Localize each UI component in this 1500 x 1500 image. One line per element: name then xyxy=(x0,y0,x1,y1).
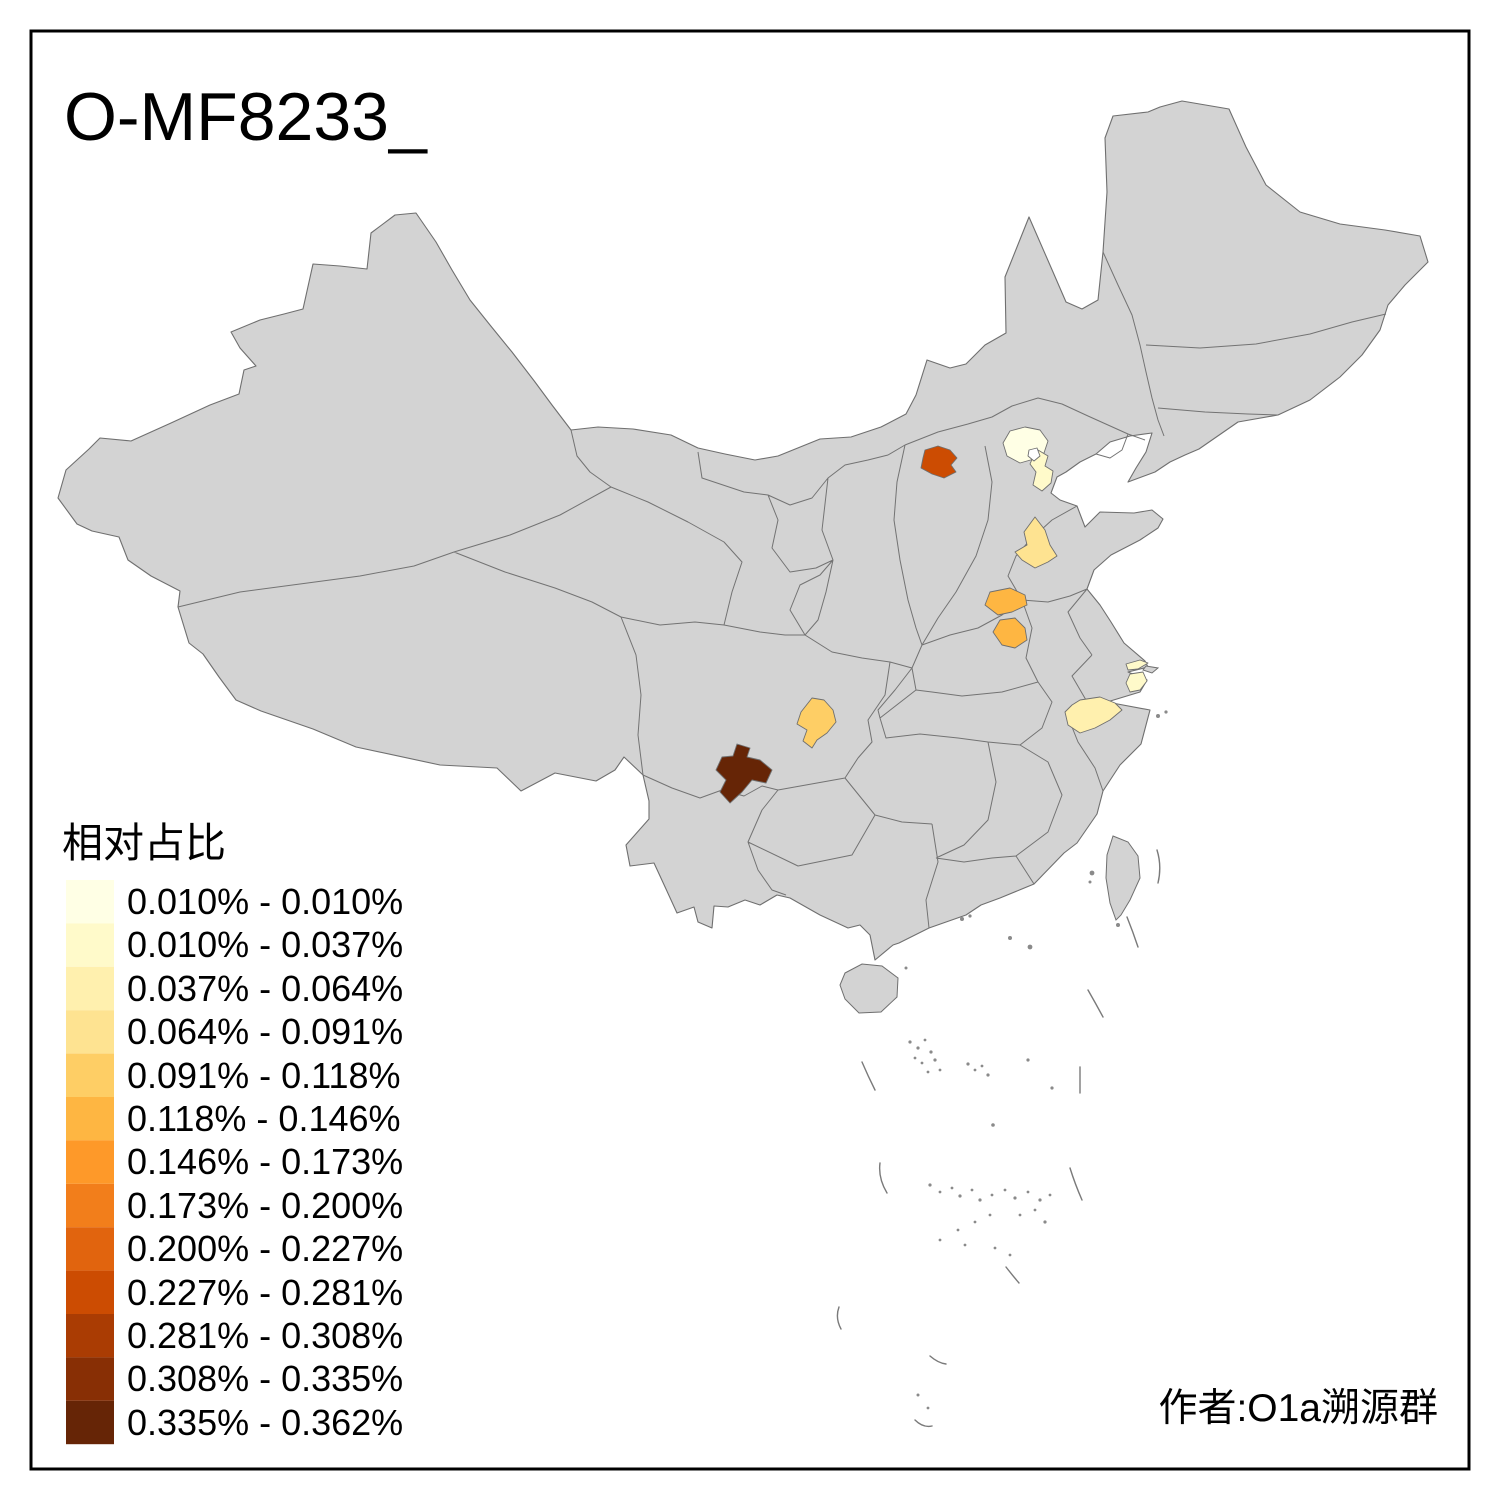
south-china-sea-islands xyxy=(904,710,1168,1410)
legend-swatch xyxy=(66,1400,114,1445)
attribution: 作者:O1a溯源群 xyxy=(1158,1387,1438,1430)
legend-label: 0.281% - 0.308% xyxy=(127,1315,403,1356)
legend-label: 0.010% - 0.037% xyxy=(127,924,403,965)
legend-swatch xyxy=(66,1357,114,1401)
legend-title: 相对占比 xyxy=(62,820,226,866)
map-region-highlight xyxy=(920,445,958,479)
legend-label: 0.200% - 0.227% xyxy=(127,1228,403,1269)
legend-swatch xyxy=(66,1183,114,1228)
legend-swatch xyxy=(66,1053,114,1097)
map-region-highlight xyxy=(796,697,837,749)
legend-label: 0.308% - 0.335% xyxy=(127,1358,403,1399)
highlighted-regions xyxy=(715,426,1149,804)
legend-label: 0.010% - 0.010% xyxy=(127,881,403,922)
legend-label: 0.173% - 0.200% xyxy=(127,1185,403,1226)
hainan-island xyxy=(839,963,899,1014)
legend-label: 0.335% - 0.362% xyxy=(127,1402,403,1443)
map-region-highlight xyxy=(1029,449,1054,492)
legend-swatch xyxy=(66,1314,114,1358)
legend-swatch xyxy=(66,1227,114,1271)
legend-label: 0.146% - 0.173% xyxy=(127,1141,403,1182)
legend-swatch xyxy=(66,1010,114,1054)
chongming-island xyxy=(1142,665,1160,674)
legend-swatch xyxy=(66,923,114,967)
legend-label: 0.227% - 0.281% xyxy=(127,1272,403,1313)
province-borders xyxy=(177,251,1387,929)
legend-swatch xyxy=(66,966,114,1011)
taiwan-island xyxy=(1105,835,1141,921)
legend-swatch xyxy=(66,1270,114,1314)
legend-label: 0.091% - 0.118% xyxy=(127,1055,401,1096)
nine-dash-line-segment xyxy=(836,849,1161,1428)
map-region-highlight xyxy=(715,743,773,804)
mainland-outline xyxy=(57,100,1429,961)
page-title: O-MF8233_ xyxy=(64,79,428,155)
legend-swatch xyxy=(66,1097,114,1141)
legend-label: 0.118% - 0.146% xyxy=(127,1098,401,1139)
map-region-highlight xyxy=(992,617,1028,649)
map-region-highlight xyxy=(1125,671,1148,693)
map-region-highlight xyxy=(1125,659,1149,671)
map-region-highlight xyxy=(1014,516,1058,569)
legend-swatch xyxy=(66,1140,114,1184)
map-region-enclave xyxy=(1027,447,1041,462)
map-region-highlight xyxy=(984,587,1028,616)
map-region-highlight xyxy=(1064,696,1123,734)
legend-label: 0.064% - 0.091% xyxy=(127,1011,403,1052)
legend-swatch xyxy=(66,880,114,924)
legend-label: 0.037% - 0.064% xyxy=(127,968,403,1009)
china-map xyxy=(57,100,1429,1428)
legend: 相对占比 0.010% - 0.010% 0.010% - 0.037% 0.0… xyxy=(62,820,403,1445)
